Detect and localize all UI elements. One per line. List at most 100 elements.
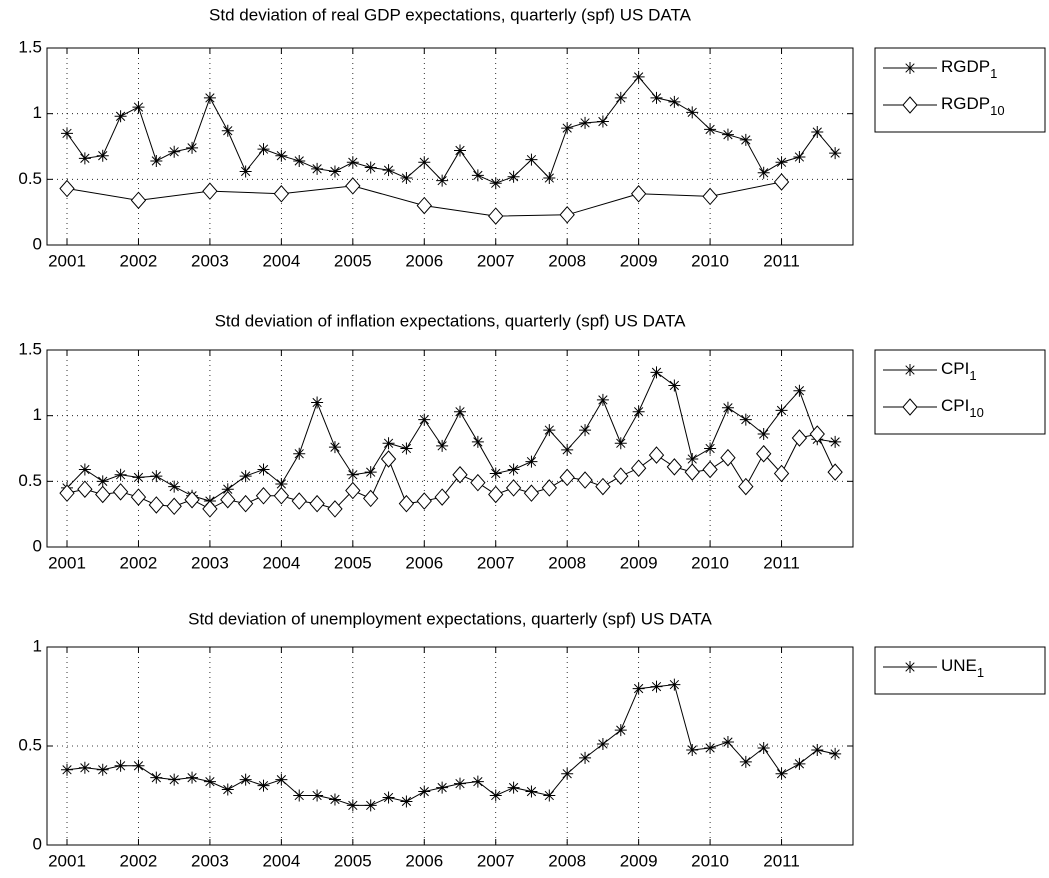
asterisk-marker <box>614 91 627 104</box>
y-tick-label: 0.5 <box>18 471 42 490</box>
x-tick-label: 2001 <box>48 251 86 270</box>
diamond-marker <box>470 473 486 492</box>
diamond-marker <box>380 450 397 468</box>
marker-shape <box>132 471 145 484</box>
asterisk-marker <box>614 437 627 450</box>
marker-shape <box>132 759 145 772</box>
asterisk-marker <box>704 442 717 455</box>
asterisk-marker <box>775 767 788 780</box>
x-tick-label: 2005 <box>334 851 372 870</box>
asterisk-marker <box>668 678 681 691</box>
asterisk-marker <box>793 757 806 770</box>
marker-shape <box>630 459 647 477</box>
marker-shape <box>382 791 395 804</box>
diamond-marker <box>309 494 325 513</box>
x-tick-label: 2001 <box>48 851 86 870</box>
asterisk-marker <box>561 443 574 456</box>
marker-shape <box>418 785 431 798</box>
asterisk-marker <box>775 156 788 169</box>
asterisk-marker <box>904 661 916 673</box>
marker-shape <box>418 413 431 426</box>
asterisk-marker <box>239 773 252 786</box>
marker-shape <box>702 460 718 479</box>
asterisk-marker <box>328 441 341 454</box>
asterisk-marker <box>418 785 431 798</box>
marker-shape <box>327 500 343 518</box>
marker-shape <box>488 207 504 225</box>
marker-shape <box>345 177 361 195</box>
asterisk-marker <box>686 453 699 466</box>
asterisk-marker <box>257 779 270 792</box>
asterisk-marker <box>400 795 413 808</box>
marker-shape <box>237 494 254 513</box>
marker-shape <box>650 366 663 379</box>
asterisk-marker <box>311 396 324 409</box>
diamond-marker <box>345 177 361 195</box>
marker-shape <box>293 154 306 167</box>
marker-shape <box>739 413 752 426</box>
marker-shape <box>811 126 824 139</box>
marker-shape <box>186 141 199 154</box>
marker-shape <box>380 450 397 468</box>
marker-shape <box>239 470 252 483</box>
marker-shape <box>614 724 627 737</box>
asterisk-marker <box>275 773 288 786</box>
asterisk-marker <box>203 775 216 788</box>
asterisk-marker <box>436 174 449 187</box>
marker-shape <box>775 156 788 169</box>
asterisk-marker <box>721 736 734 749</box>
marker-shape <box>543 789 556 802</box>
asterisk-marker <box>96 763 109 776</box>
marker-shape <box>61 127 74 140</box>
diamond-marker <box>809 425 825 443</box>
diamond-marker <box>541 479 557 497</box>
asterisk-marker <box>632 70 645 83</box>
marker-shape <box>809 425 825 443</box>
legend-label: UNE1 <box>941 656 984 680</box>
marker-shape <box>668 379 681 392</box>
marker-shape <box>346 799 359 812</box>
marker-shape <box>904 364 916 376</box>
y-tick-label: 1 <box>33 636 42 655</box>
marker-shape <box>309 494 325 513</box>
asterisk-marker <box>739 413 752 426</box>
marker-shape <box>166 497 182 516</box>
marker-shape <box>328 441 341 454</box>
diamond-marker <box>130 191 147 210</box>
asterisk-marker <box>561 767 574 780</box>
marker-shape <box>650 680 663 693</box>
marker-shape <box>579 424 592 437</box>
marker-shape <box>114 110 127 123</box>
asterisk-marker <box>293 154 306 167</box>
marker-shape <box>596 738 609 751</box>
marker-shape <box>561 767 574 780</box>
marker-shape <box>614 437 627 450</box>
asterisk-marker <box>668 95 681 108</box>
marker-shape <box>150 470 163 483</box>
marker-shape <box>684 463 700 481</box>
diamond-marker <box>630 459 647 477</box>
marker-shape <box>614 91 627 104</box>
marker-shape <box>95 485 111 504</box>
x-tick-label: 2009 <box>620 851 658 870</box>
asterisk-marker <box>203 91 216 104</box>
x-tick-label: 2009 <box>620 553 658 572</box>
marker-shape <box>59 179 75 198</box>
marker-shape <box>454 144 467 157</box>
asterisk-marker <box>168 480 181 493</box>
marker-shape <box>291 492 307 510</box>
x-tick-label: 2008 <box>548 553 586 572</box>
marker-shape <box>829 147 842 160</box>
marker-shape <box>454 777 467 790</box>
diamond-marker <box>648 446 665 464</box>
marker-shape <box>827 463 843 481</box>
marker-shape <box>811 743 824 756</box>
marker-shape <box>273 185 290 203</box>
diamond-marker <box>416 196 432 215</box>
diamond-marker <box>77 480 93 498</box>
diamond-marker <box>184 490 200 509</box>
asterisk-marker <box>114 110 127 123</box>
asterisk-marker <box>650 680 663 693</box>
marker-shape <box>382 164 395 177</box>
y-tick-label: 1 <box>33 405 42 424</box>
